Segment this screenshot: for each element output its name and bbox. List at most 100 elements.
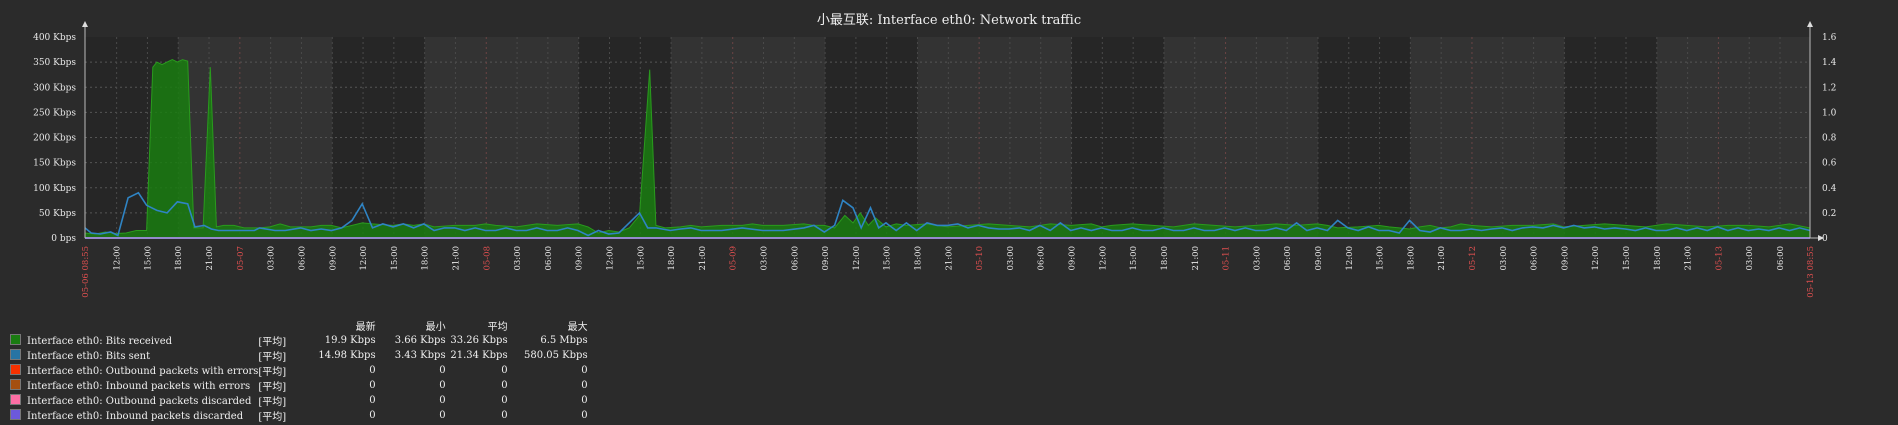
x-tick-label: 05-09 (729, 246, 739, 271)
x-tick-label: 06:00 (790, 246, 800, 271)
x-tick-label: 15:00 (636, 246, 646, 271)
x-tick-label: 09:00 (1068, 246, 1078, 271)
x-tick-label: 05-13 (1714, 246, 1724, 271)
right-tick-label: 1.4 (1822, 58, 1837, 68)
legend-row: Interface eth0: Outbound packets discard… (10, 393, 588, 408)
legend-max: 0 (581, 365, 588, 376)
legend-agg: [平均] (258, 352, 287, 363)
x-tick-label: 15:00 (883, 246, 893, 271)
x-tick-label: 12:00 (1591, 246, 1601, 271)
right-tick-label: 0.4 (1822, 184, 1837, 194)
x-tick-label: 03:00 (1499, 246, 1509, 271)
legend-agg: [平均] (258, 397, 287, 408)
axes (82, 21, 1824, 241)
legend-label: Interface eth0: Inbound packets discarde… (27, 411, 244, 422)
x-tick-label: 03:00 (1252, 246, 1262, 271)
right-tick-label: 1.6 (1822, 33, 1837, 43)
legend-last: 19.9 Kbps (324, 335, 376, 346)
legend-agg: [平均] (258, 412, 287, 423)
legend-avg: 0 (501, 395, 508, 406)
legend-item-name: Interface eth0: Bits sent (10, 348, 258, 363)
day-band (671, 37, 826, 238)
y-axis-labels: 0 bps 50 Kbps 100 Kbps 150 Kbps 200 Kbps 250 … (33, 33, 1836, 244)
header-min: 最小 (425, 322, 446, 333)
legend-max: 0 (581, 410, 588, 421)
left-tick-label: 100 Kbps (33, 184, 76, 194)
right-tick-label: 0.8 (1822, 134, 1837, 144)
x-tick-label: 21:00 (1684, 246, 1694, 271)
legend-avg: 0 (501, 410, 508, 421)
x-tick-label: 12:00 (852, 246, 862, 271)
legend-item-name: Interface eth0: Bits received (10, 333, 258, 348)
legend-max: 0 (581, 395, 588, 406)
x-tick-label: 21:00 (698, 246, 708, 271)
legend-label: Interface eth0: Bits received (27, 336, 173, 347)
legend-swatch (10, 394, 21, 405)
x-axis-labels: 05-06 08:55 12:00 15:00 18:00 21:00 05-07 03:0… (81, 246, 1816, 298)
legend-last: 0 (369, 410, 376, 421)
x-tick-label: 15:00 (1622, 246, 1632, 271)
x-tick-label: 05-12 (1468, 246, 1478, 271)
legend-last: 0 (369, 395, 376, 406)
header-avg: 平均 (487, 322, 508, 333)
legend-last: 14.98 Kbps (318, 350, 376, 361)
legend: 最新 最小 平均 最大 Interface eth0: Bits receive… (10, 318, 588, 423)
grid-lines (85, 37, 1810, 238)
legend-item-name: Interface eth0: Outbound packets with er… (10, 363, 258, 378)
x-tick-label: 15:00 (390, 246, 400, 271)
bits-sent-line (84, 191, 1811, 237)
x-tick-label: 12:00 (1345, 246, 1355, 271)
x-tick-label: 18:00 (1160, 246, 1170, 271)
left-tick-label: 50 Kbps (39, 209, 77, 219)
legend-row: Interface eth0: Bits sent [平均] 14.98 Kbps 3… (10, 348, 588, 363)
legend-max: 6.5 Mbps (540, 335, 588, 346)
left-tick-label: 200 Kbps (33, 134, 76, 144)
legend-label: Interface eth0: Outbound packets with er… (27, 366, 259, 377)
legend-last: 0 (369, 365, 376, 376)
legend-swatch (10, 379, 21, 390)
x-tick-label: 06:00 (544, 246, 554, 271)
left-axis-arrow (82, 21, 88, 27)
legend-agg: [平均] (258, 382, 287, 393)
x-tick-label: 12:00 (113, 246, 123, 271)
right-tick-label: 1.0 (1822, 108, 1837, 118)
legend-item-name: Interface eth0: Inbound packets discarde… (10, 408, 258, 423)
x-tick-label: 18:00 (914, 246, 924, 271)
x-tick-label: 06:00 (1037, 246, 1047, 271)
right-tick-label: 1.2 (1822, 83, 1836, 93)
x-tick-label: 12:00 (1098, 246, 1108, 271)
x-tick-label: 03:00 (1745, 246, 1755, 271)
legend-row: Interface eth0: Inbound packets discarde… (10, 408, 588, 423)
x-tick-label: 15:00 (1376, 246, 1386, 271)
x-tick-label: 09:00 (1560, 246, 1570, 271)
left-tick-label: 150 Kbps (33, 159, 76, 169)
chart-title: 小最互联: Interface eth0: Network traffic (817, 13, 1081, 28)
x-tick-label: 15:00 (1129, 246, 1139, 271)
x-tick-label: 03:00 (513, 246, 523, 271)
x-tick-label: 12:00 (359, 246, 369, 271)
right-tick-label: 0 (1822, 234, 1828, 244)
legend-min: 0 (439, 365, 446, 376)
legend-swatch (10, 334, 21, 345)
x-tick-label: 03:00 (267, 246, 277, 271)
x-tick-label: 18:00 (421, 246, 431, 271)
legend-agg: [平均] (258, 367, 287, 378)
legend-row: Interface eth0: Bits received [平均] 19.9 Kb… (10, 333, 588, 348)
x-tick-label: 18:00 (667, 246, 677, 271)
left-tick-label: 400 Kbps (33, 33, 76, 43)
x-tick-label: 09:00 (1314, 246, 1324, 271)
x-tick-label: 21:00 (1437, 246, 1447, 271)
x-tick-label: 05-07 (236, 246, 246, 271)
legend-row: Interface eth0: Outbound packets with er… (10, 363, 588, 378)
x-tick-label: 21:00 (944, 246, 954, 271)
x-tick-label: 03:00 (1006, 246, 1016, 271)
legend-item-name: Interface eth0: Inbound packets with err… (10, 378, 258, 393)
legend-avg: 21.34 Kbps (450, 350, 508, 361)
x-tick-label: 05-10 (975, 246, 985, 271)
x-tick-label: 05-06 08:55 (81, 246, 91, 298)
legend-avg: 0 (501, 380, 508, 391)
legend-header: 最新 最小 平均 最大 (10, 318, 588, 333)
x-tick-label: 03:00 (760, 246, 770, 271)
x-tick-label: 05-11 (1222, 246, 1232, 271)
